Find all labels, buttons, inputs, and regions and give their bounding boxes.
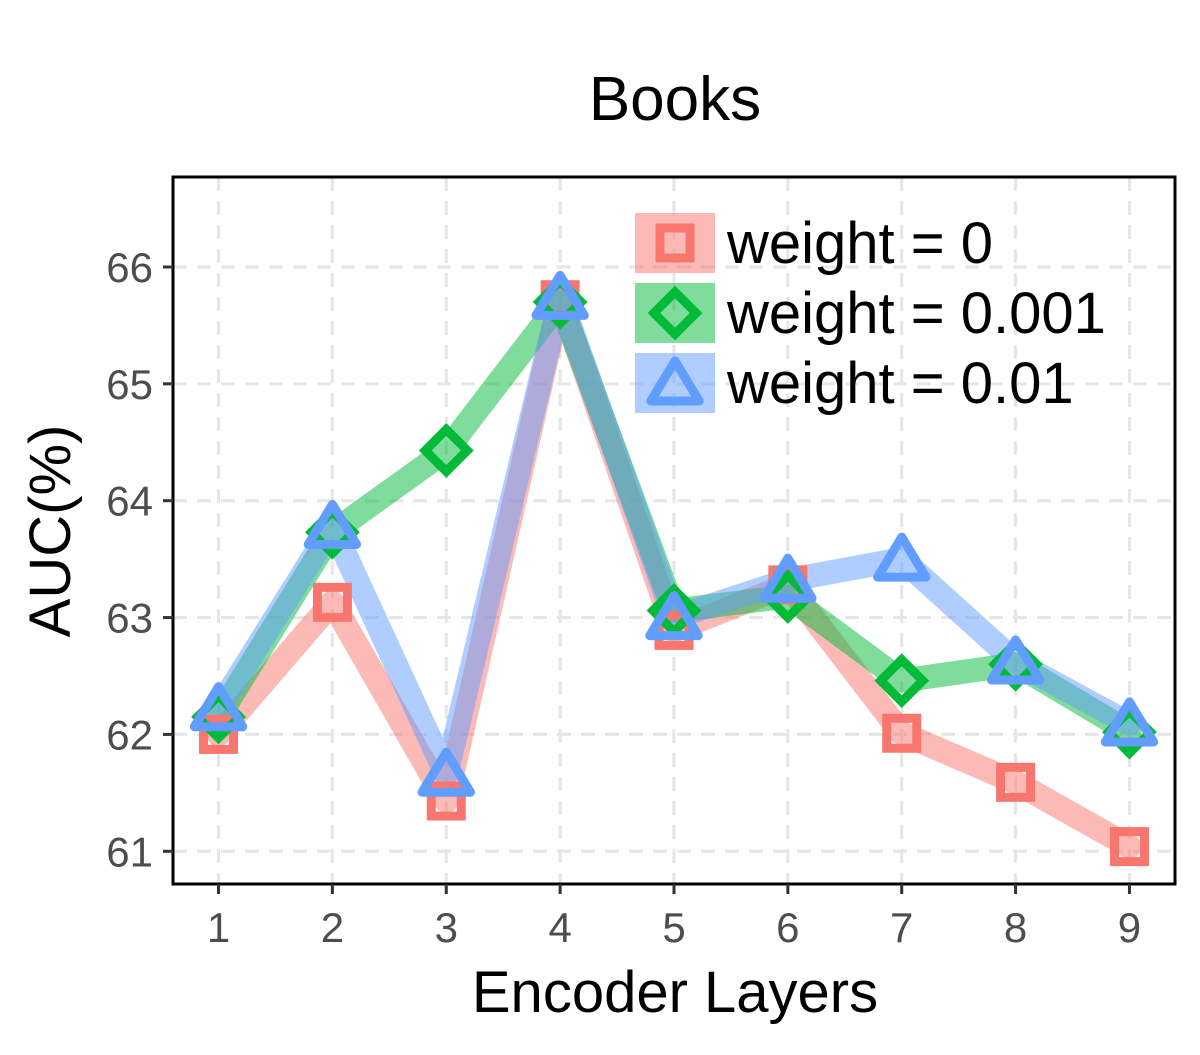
legend-key bbox=[635, 213, 715, 273]
triangle-marker bbox=[1100, 697, 1159, 747]
x-tick-label: 4 bbox=[548, 904, 571, 951]
triangle-marker bbox=[873, 532, 931, 582]
square-marker bbox=[882, 713, 922, 753]
triangle-marker-legend bbox=[646, 356, 704, 406]
square-marker bbox=[1109, 827, 1149, 867]
x-tick-label: 5 bbox=[662, 904, 685, 951]
square-marker bbox=[426, 781, 466, 821]
diamond-marker bbox=[418, 423, 474, 478]
x-tick-label: 6 bbox=[776, 904, 799, 951]
square-marker bbox=[312, 582, 352, 622]
diamond-marker bbox=[874, 653, 930, 709]
legend-label: weight = 0.01 bbox=[726, 351, 1074, 416]
x-tick-label: 9 bbox=[1118, 904, 1141, 951]
y-tick-label: 64 bbox=[106, 478, 153, 525]
x-tick-label: 1 bbox=[207, 904, 230, 951]
triangle-marker bbox=[759, 553, 817, 603]
x-tick-label: 2 bbox=[321, 904, 344, 951]
axes: 1 2 3 4 5 6 7 8 9 61 62 63 64 65 66 bbox=[106, 244, 1141, 951]
x-axis-title: Encoder Layers bbox=[472, 960, 878, 1025]
x-tick-label: 3 bbox=[435, 904, 458, 951]
chart-title: Books bbox=[589, 65, 761, 134]
x-tick-label: 8 bbox=[1004, 904, 1027, 951]
y-tick-label: 63 bbox=[106, 595, 153, 642]
legend-label: weight = 0 bbox=[726, 211, 993, 276]
y-axis-title: AUC(%) bbox=[18, 425, 83, 638]
marker-layer bbox=[189, 270, 1159, 867]
triangle-marker bbox=[189, 682, 248, 732]
legend-label: weight = 0.001 bbox=[726, 281, 1106, 346]
square-marker bbox=[654, 610, 694, 650]
x-tick-label: 7 bbox=[890, 904, 913, 951]
y-tick-label: 66 bbox=[106, 244, 153, 291]
square-marker-legend bbox=[655, 223, 695, 263]
y-tick-label: 62 bbox=[106, 711, 153, 758]
triangle-marker bbox=[645, 591, 703, 641]
triangle-marker bbox=[417, 747, 475, 797]
square-marker bbox=[996, 762, 1036, 802]
triangle-marker bbox=[986, 635, 1045, 685]
triangle-marker bbox=[531, 270, 589, 320]
y-tick-label: 65 bbox=[106, 361, 153, 408]
y-tick-label: 61 bbox=[106, 828, 153, 875]
square-marker bbox=[199, 714, 239, 754]
triangle-marker bbox=[303, 499, 362, 549]
diamond-marker-legend bbox=[647, 285, 703, 341]
